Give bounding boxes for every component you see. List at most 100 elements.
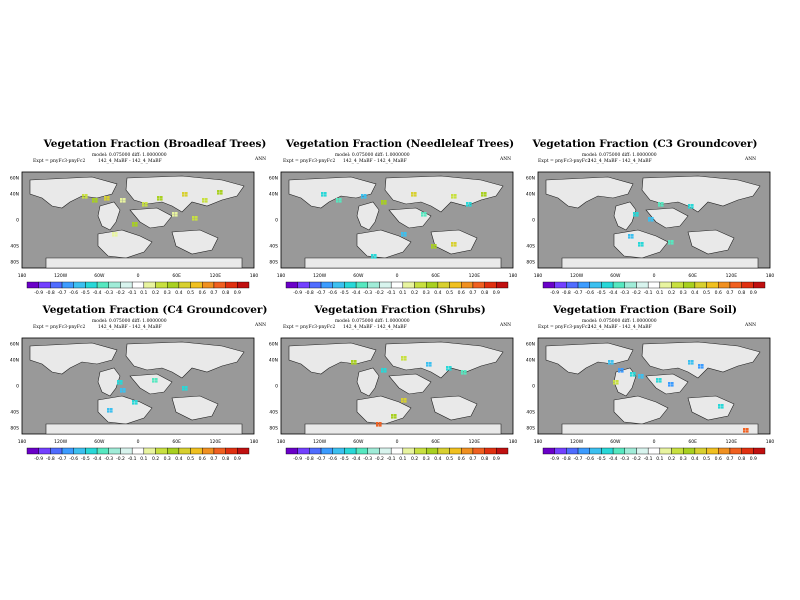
diff-cell <box>404 398 407 401</box>
colorbar-swatch <box>589 447 602 455</box>
colorbar-tick-label: 0.5 <box>446 290 453 296</box>
diff-cell <box>205 198 208 201</box>
colorbar-swatch <box>155 447 168 455</box>
diff-cell <box>155 380 158 383</box>
diff-cell <box>671 240 674 243</box>
colorbar-swatch <box>718 281 731 289</box>
colorbar-swatch <box>683 281 696 289</box>
diff-cell <box>82 196 85 199</box>
diff-cell <box>454 244 457 247</box>
x-tick-label: 180 <box>250 439 259 445</box>
run-line: 142_4_MaBF - 142_4_MaBF <box>588 325 652 330</box>
landmass <box>430 395 478 421</box>
x-tick-label: 60E <box>431 273 440 279</box>
diff-cell <box>175 214 178 217</box>
diff-cell <box>414 194 417 197</box>
expt-line: Expt = pnyFc3-pnyFc2 <box>538 159 591 164</box>
diff-cell <box>630 372 633 375</box>
diff-cell <box>145 204 148 207</box>
colorbar-swatch <box>309 281 322 289</box>
diff-cell <box>424 214 427 217</box>
diff-cell <box>633 212 636 215</box>
colorbar-tick-label: -0.4 <box>93 456 102 462</box>
colorbar-tick-label: 0.9 <box>493 456 500 462</box>
colorbar-swatch <box>61 447 74 455</box>
colorbar-swatch <box>143 281 156 289</box>
colorbar-tick-label: 0.2 <box>152 290 159 296</box>
colorbar-swatch <box>73 447 86 455</box>
expt-line: Expt = pnyFc3-pnyFc2 <box>33 159 86 164</box>
landmass <box>613 201 637 231</box>
colorbar-tick-label: 0.6 <box>458 290 465 296</box>
diff-cell <box>132 224 135 227</box>
landmass <box>304 257 502 269</box>
colorbar-swatch <box>414 281 427 289</box>
diff-cell <box>107 196 110 199</box>
y-tick-label: 0 <box>532 384 535 390</box>
model-line: model: 0.075000 diff: 1.0000000 <box>582 319 657 324</box>
diff-cell <box>336 200 339 203</box>
diff-cell <box>401 398 404 401</box>
colorbar-tick-label: -0.8 <box>46 290 55 296</box>
landmass <box>288 176 377 209</box>
diff-cell <box>636 214 639 217</box>
expt-line: Expt = pnyFc3-pnyFc2 <box>538 325 591 330</box>
colorbar-swatch <box>624 281 637 289</box>
colorbar-swatch <box>167 281 180 289</box>
diff-cell <box>434 246 437 249</box>
colorbar-swatch <box>542 447 555 455</box>
colorbar-tick-label: -0.6 <box>69 290 78 296</box>
diff-cell <box>611 362 614 365</box>
colorbar-swatch <box>120 281 133 289</box>
diff-cell <box>721 406 724 409</box>
diff-cell <box>220 190 223 193</box>
diff-cell <box>339 198 342 201</box>
diff-cell <box>401 358 404 361</box>
colorbar-tick-label: -0.9 <box>293 290 302 296</box>
colorbar-swatch <box>729 281 742 289</box>
diff-cell <box>220 192 223 195</box>
x-tick-label: 180 <box>277 439 286 445</box>
colorbar-tick-label: -0.1 <box>128 456 137 462</box>
colorbar-tick-label: 0.8 <box>222 290 229 296</box>
landmass <box>641 341 761 379</box>
diff-cell <box>364 196 367 199</box>
diff-cell <box>414 192 417 195</box>
colorbar-tick-label: 0.3 <box>164 290 171 296</box>
x-tick-label: 120W <box>313 439 327 445</box>
diff-cell <box>82 194 85 197</box>
diff-cell <box>104 196 107 199</box>
colorbar-swatch <box>379 447 392 455</box>
colorbar-swatch <box>332 281 345 289</box>
colorbar-tick-label: 0.2 <box>668 456 675 462</box>
diff-cell <box>668 384 671 387</box>
diff-cell <box>721 404 724 407</box>
diff-cell <box>454 194 457 197</box>
x-tick-label: 120E <box>210 439 222 445</box>
colorbar-tick-label: 0.9 <box>750 290 757 296</box>
x-tick-label: 180 <box>250 273 259 279</box>
colorbar-swatch <box>496 447 509 455</box>
diff-cell <box>195 216 198 219</box>
colorbar-tick-label: 0.2 <box>411 290 418 296</box>
diff-cell <box>608 360 611 363</box>
diff-cell <box>324 192 327 195</box>
colorbar-swatch <box>753 447 766 455</box>
colorbar-swatch <box>38 281 51 289</box>
colorbar-swatch <box>190 447 203 455</box>
colorbar-tick-label: 0.5 <box>187 290 194 296</box>
diff-cell <box>743 430 746 433</box>
diff-cell <box>336 198 339 201</box>
expt-line: Expt = pnyFc3-pnyFc2 <box>283 159 336 164</box>
diff-cell <box>92 198 95 201</box>
diff-cell <box>401 234 404 237</box>
diff-cell <box>376 422 379 425</box>
diff-cell <box>628 234 631 237</box>
x-tick-label: 60E <box>431 439 440 445</box>
colorbar-swatch <box>202 281 215 289</box>
colorbar-swatch <box>213 447 226 455</box>
landmass <box>384 175 504 213</box>
colorbar-tick-label: -0.4 <box>93 290 102 296</box>
